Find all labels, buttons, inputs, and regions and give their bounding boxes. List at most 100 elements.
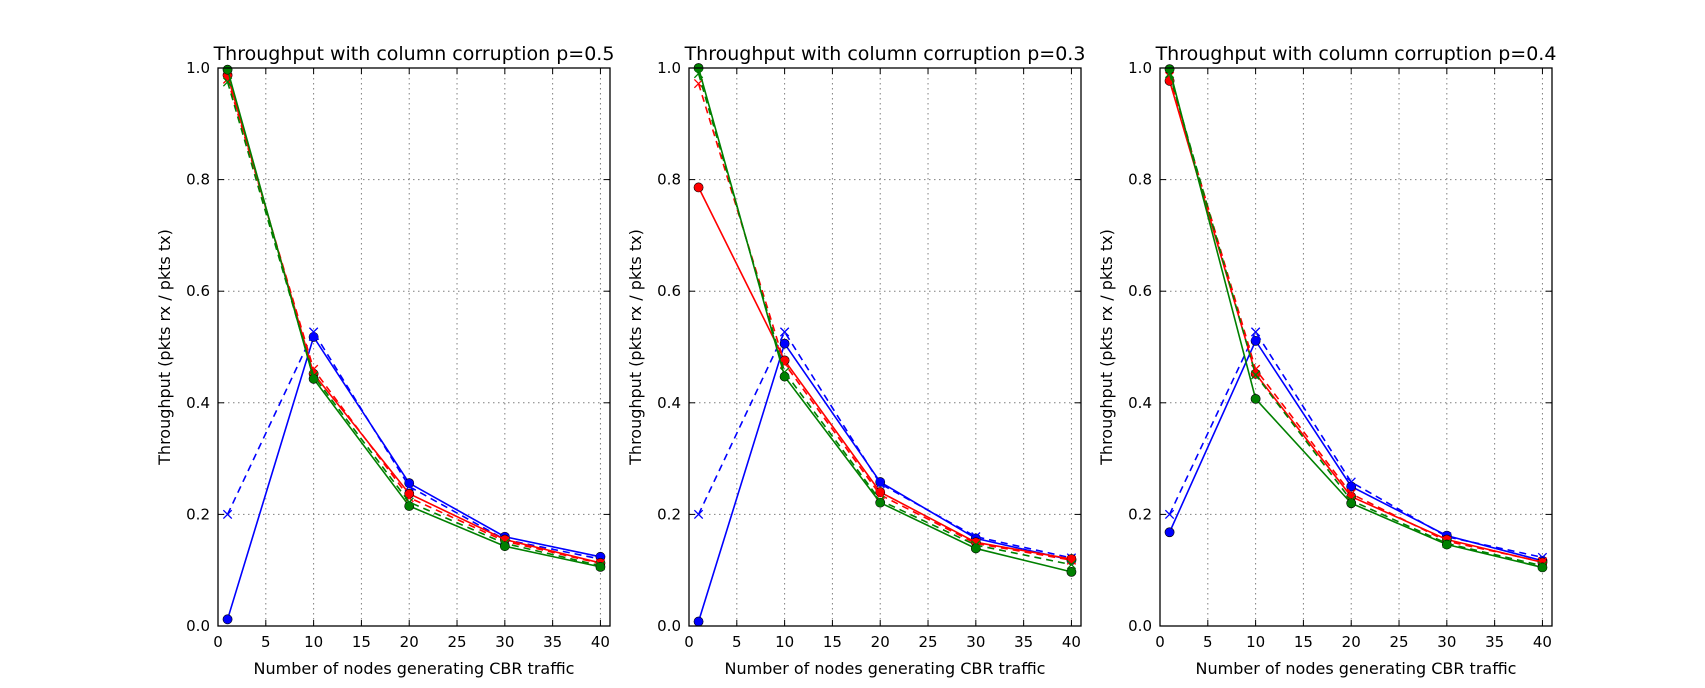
data-point xyxy=(222,614,233,625)
x-tick-label: 35 xyxy=(1485,633,1504,651)
x-tick-label: 0 xyxy=(213,633,223,651)
data-point xyxy=(1250,393,1261,404)
series-line xyxy=(1168,80,1543,564)
data-point xyxy=(779,367,790,377)
plot-frame xyxy=(1159,67,1553,627)
chart-title: Throughput with column corruption p=0.4 xyxy=(1155,43,1557,65)
y-tick-label: 0.2 xyxy=(657,505,681,523)
data-point xyxy=(1164,527,1175,538)
y-tick-label: 1.0 xyxy=(186,59,210,77)
data-point xyxy=(308,371,319,381)
data-point xyxy=(875,487,886,497)
x-tick-label: 20 xyxy=(400,633,419,651)
data-point xyxy=(1346,489,1356,499)
data-point xyxy=(971,540,981,550)
x-tick-label: 25 xyxy=(918,633,937,651)
data-point xyxy=(222,77,233,87)
data-point xyxy=(1346,495,1356,506)
x-tick-label: 5 xyxy=(261,633,271,651)
data-point xyxy=(222,64,233,75)
x-tick-label: 20 xyxy=(871,633,890,651)
data-point xyxy=(308,327,319,337)
series-line xyxy=(697,83,1072,561)
x-tick-label: 35 xyxy=(1014,633,1033,651)
data-point xyxy=(1537,562,1548,573)
y-axis-label: Throughput (pkts rx / pkts tx) xyxy=(626,229,645,466)
x-tick-label: 40 xyxy=(1533,633,1552,651)
plot-frame xyxy=(217,67,611,627)
x-axis-label: Number of nodes generating CBR traffic xyxy=(1196,659,1517,678)
data-point xyxy=(1442,538,1452,549)
y-tick-label: 1.0 xyxy=(1128,59,1152,77)
x-tick-label: 40 xyxy=(591,633,610,651)
data-point xyxy=(1066,559,1077,570)
chart-panel-2: 0 5 10 15 20 25 30 35 400.00.20.40.60.81.0Throug… xyxy=(626,43,1085,678)
data-point xyxy=(693,616,704,627)
x-tick-label: 30 xyxy=(495,633,514,651)
x-tick-label: 5 xyxy=(1203,633,1213,651)
y-tick-label: 0.4 xyxy=(657,394,681,412)
data-point xyxy=(1164,509,1175,520)
y-axis-label: Throughput (pkts rx / pkts tx) xyxy=(155,229,174,466)
chart-title: Throughput with column corruption p=0.5 xyxy=(213,43,615,65)
data-point xyxy=(1346,477,1356,487)
data-point xyxy=(1250,370,1261,380)
y-tick-label: 0.2 xyxy=(186,505,210,523)
y-tick-label: 1.0 xyxy=(657,59,681,77)
x-tick-label: 5 xyxy=(732,633,742,651)
data-point xyxy=(1250,327,1261,337)
x-axis-label: Number of nodes generating CBR traffic xyxy=(725,659,1046,678)
chart-title: Throughput with column corruption p=0.3 xyxy=(684,43,1086,65)
series-line xyxy=(226,78,601,565)
series-line xyxy=(226,330,601,560)
y-tick-label: 0.2 xyxy=(1128,505,1152,523)
data-point xyxy=(875,479,885,489)
series-line xyxy=(1168,73,1543,567)
x-tick-label: 0 xyxy=(1155,633,1165,651)
x-tick-label: 10 xyxy=(775,633,794,651)
x-tick-label: 35 xyxy=(543,633,562,651)
x-tick-label: 30 xyxy=(1437,633,1456,651)
data-point xyxy=(1066,555,1077,565)
x-tick-label: 15 xyxy=(823,633,842,651)
data-point xyxy=(595,561,606,571)
x-axis-label: Number of nodes generating CBR traffic xyxy=(254,659,575,678)
series-line xyxy=(1168,330,1543,559)
data-point xyxy=(1537,561,1548,571)
data-point xyxy=(404,478,415,489)
data-point xyxy=(500,538,510,549)
x-tick-label: 20 xyxy=(1342,633,1361,651)
series-line xyxy=(226,81,601,567)
data-point xyxy=(779,327,790,337)
y-tick-label: 0.8 xyxy=(657,171,681,189)
y-axis-label: Throughput (pkts rx / pkts tx) xyxy=(1097,229,1116,466)
x-tick-label: 25 xyxy=(1389,633,1408,651)
x-tick-label: 25 xyxy=(447,633,466,651)
series-line xyxy=(1168,68,1543,569)
y-tick-label: 0.8 xyxy=(1128,171,1152,189)
series-line xyxy=(1168,339,1543,562)
y-tick-label: 0.0 xyxy=(1128,617,1152,635)
data-point xyxy=(1066,566,1077,577)
data-point xyxy=(404,497,414,507)
chart-panel-1: 0 5 10 15 20 25 30 35 400.00.20.40.60.81.0Throug… xyxy=(155,43,614,678)
series-line xyxy=(697,67,1072,573)
chart-panel-3: 0 5 10 15 20 25 30 35 400.00.20.40.60.81.0Throug… xyxy=(1097,43,1556,678)
data-point xyxy=(595,561,606,572)
x-tick-label: 10 xyxy=(304,633,323,651)
data-point xyxy=(1164,68,1175,79)
data-point xyxy=(693,182,704,193)
y-tick-label: 0.6 xyxy=(186,282,210,300)
x-tick-label: 30 xyxy=(966,633,985,651)
series-line xyxy=(226,69,601,568)
data-point xyxy=(499,541,510,552)
y-tick-label: 0.6 xyxy=(1128,282,1152,300)
plot-frame xyxy=(688,67,1082,627)
data-point xyxy=(1164,64,1175,75)
y-tick-label: 0.0 xyxy=(657,617,681,635)
y-tick-label: 0.6 xyxy=(657,282,681,300)
x-tick-label: 15 xyxy=(352,633,371,651)
x-tick-label: 10 xyxy=(1246,633,1265,651)
data-point xyxy=(404,493,414,503)
x-tick-label: 0 xyxy=(684,633,694,651)
